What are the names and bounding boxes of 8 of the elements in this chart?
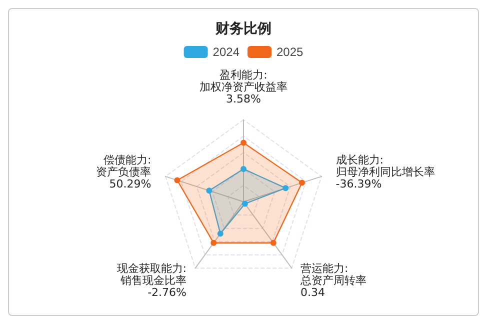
legend-label: 2024 bbox=[212, 45, 240, 59]
spoke-label: 盈利能力: 加权净资产收益率 3.58% bbox=[200, 68, 288, 106]
legend-label: 2025 bbox=[276, 45, 304, 59]
spoke-label: 偿债能力: 资产负债率 50.29% bbox=[96, 153, 152, 190]
spoke-label: 成长能力: 归母净利同比增长率 -36.39% bbox=[336, 153, 435, 190]
spoke-label: 营运能力: 总资产周转率 0.34 bbox=[300, 262, 367, 299]
chart-title: 财务比例 bbox=[214, 21, 272, 37]
spoke-label: 现金获取能力: 销售现金比率 -2.76% bbox=[116, 262, 186, 299]
